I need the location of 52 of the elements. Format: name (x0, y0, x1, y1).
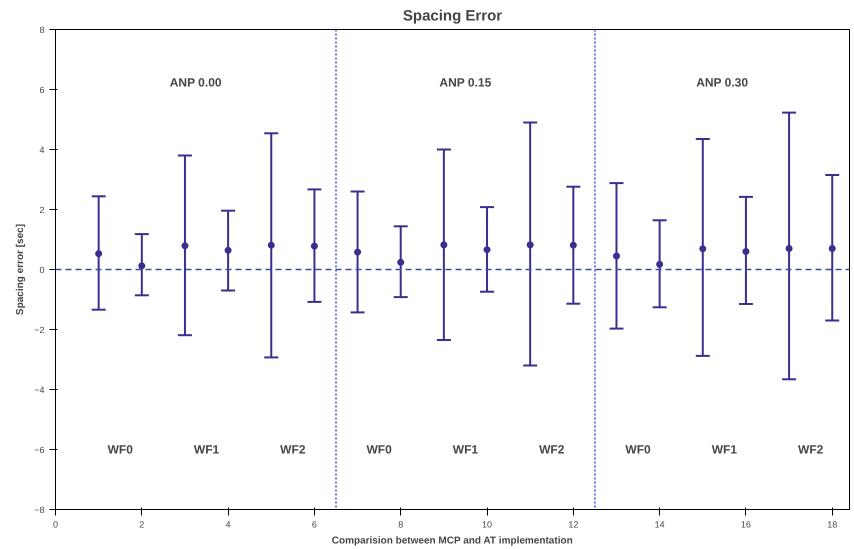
y-tick-label: 4 (39, 145, 45, 155)
point (612, 252, 620, 260)
y-tick-label: −4 (34, 385, 45, 395)
point (440, 241, 448, 248)
y-tick-label: 8 (39, 25, 45, 35)
point (354, 248, 362, 256)
x-tick-label: 0 (52, 520, 58, 530)
point (570, 242, 577, 249)
annotation: WF2 (798, 442, 824, 456)
point (138, 262, 146, 270)
annotation: WF0 (366, 442, 392, 456)
point (699, 245, 706, 252)
point (268, 242, 275, 249)
point (181, 242, 188, 250)
annotation: WF2 (280, 442, 306, 456)
x-tick-label: 18 (827, 520, 838, 530)
point (526, 241, 534, 248)
x-axis-title: Comparision between MCP and AT implementation (332, 536, 573, 546)
y-tick-label: −8 (34, 505, 45, 515)
x-tick-label: 16 (740, 520, 751, 530)
x-tick-label: 4 (226, 520, 231, 530)
x-tick-label: 14 (654, 520, 665, 530)
point (742, 248, 750, 255)
x-tick-label: 6 (312, 520, 317, 530)
annotation: ANP 0.00 (170, 75, 222, 90)
y-tick-label: 2 (39, 205, 45, 215)
point (484, 246, 491, 254)
chart-title: Spacing Error (402, 8, 502, 24)
y-tick-label: −6 (34, 445, 45, 455)
point (310, 242, 318, 250)
point (95, 250, 102, 258)
annotation: ANP 0.30 (696, 75, 748, 90)
point (224, 246, 232, 254)
y-tick-label: 0 (39, 265, 45, 275)
point (656, 260, 664, 268)
y-tick-label: −2 (34, 325, 45, 335)
y-tick-label: 6 (39, 85, 45, 95)
point (828, 245, 836, 252)
annotation: WF1 (712, 442, 738, 456)
x-tick-label: 10 (482, 520, 492, 530)
point (786, 245, 793, 252)
x-tick-label: 12 (568, 520, 578, 530)
point (397, 258, 404, 266)
annotation: WF0 (108, 442, 134, 456)
annotation: WF2 (539, 442, 565, 456)
annotation: WF1 (194, 442, 220, 456)
annotation: ANP 0.15 (439, 75, 492, 90)
x-tick-label: 8 (398, 520, 404, 530)
x-tick-label: 2 (139, 520, 144, 530)
annotation: WF0 (625, 442, 652, 456)
annotation: WF1 (452, 442, 478, 456)
y-axis-title: Spacing error [sec] (15, 224, 26, 316)
